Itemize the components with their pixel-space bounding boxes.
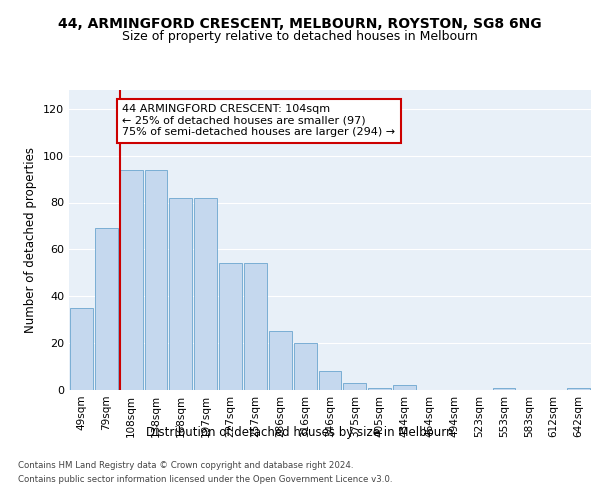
Bar: [145, 170, 167, 390]
Bar: [120, 170, 143, 390]
Bar: [368, 388, 391, 390]
Bar: [493, 388, 515, 390]
Bar: [567, 388, 590, 390]
Bar: [319, 371, 341, 390]
Text: Distribution of detached houses by size in Melbourn: Distribution of detached houses by size …: [146, 426, 454, 439]
Bar: [194, 198, 217, 390]
Bar: [244, 264, 267, 390]
Text: Contains HM Land Registry data © Crown copyright and database right 2024.: Contains HM Land Registry data © Crown c…: [18, 462, 353, 470]
Bar: [294, 343, 317, 390]
Bar: [70, 308, 93, 390]
Text: Contains public sector information licensed under the Open Government Licence v3: Contains public sector information licen…: [18, 476, 392, 484]
Text: Size of property relative to detached houses in Melbourn: Size of property relative to detached ho…: [122, 30, 478, 43]
Bar: [95, 228, 118, 390]
Bar: [393, 386, 416, 390]
Bar: [169, 198, 192, 390]
Text: 44 ARMINGFORD CRESCENT: 104sqm
← 25% of detached houses are smaller (97)
75% of : 44 ARMINGFORD CRESCENT: 104sqm ← 25% of …: [122, 104, 395, 138]
Text: 44, ARMINGFORD CRESCENT, MELBOURN, ROYSTON, SG8 6NG: 44, ARMINGFORD CRESCENT, MELBOURN, ROYST…: [58, 18, 542, 32]
Bar: [343, 383, 366, 390]
Bar: [219, 264, 242, 390]
Y-axis label: Number of detached properties: Number of detached properties: [25, 147, 37, 333]
Bar: [269, 332, 292, 390]
